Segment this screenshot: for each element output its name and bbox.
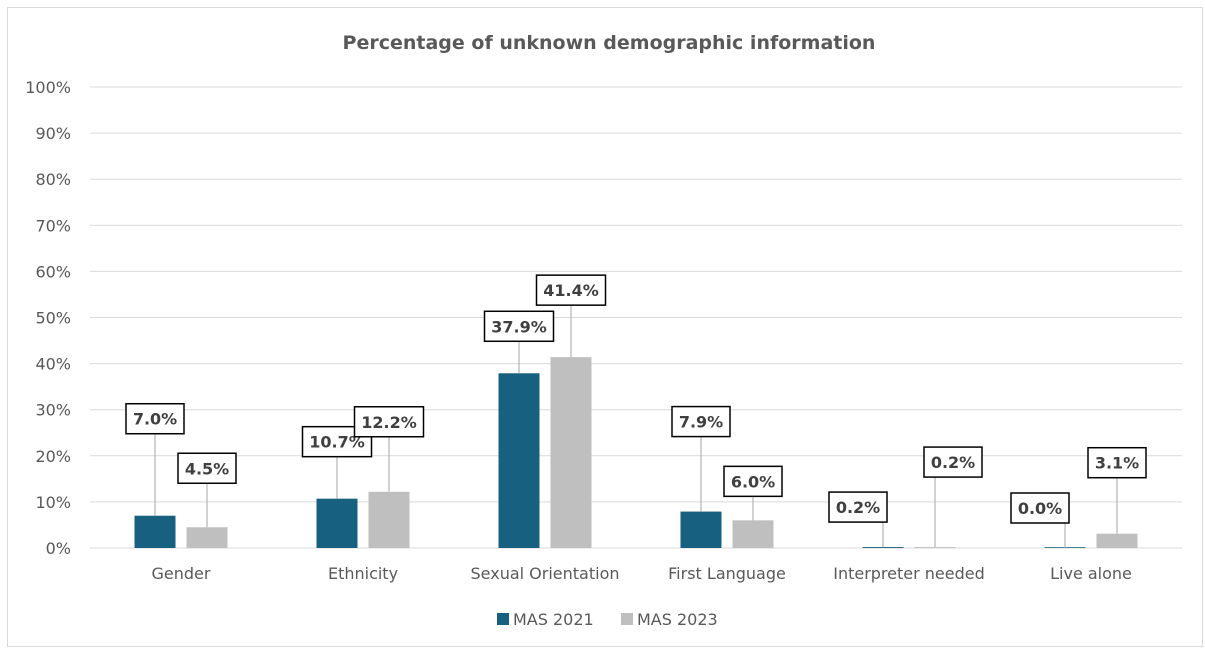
data-label-box xyxy=(723,465,783,498)
legend: MAS 2021 MAS 2023 xyxy=(497,610,718,629)
y-tick-label: 90% xyxy=(35,124,71,143)
bar xyxy=(680,511,722,548)
grid-layer xyxy=(90,86,1182,549)
data-label: 12.2% xyxy=(361,413,417,432)
y-axis-ticks: 0% 10% 20% 30% 40% 50% 60% 70% 80% 90% 100% xyxy=(25,78,71,558)
y-tick-label: 30% xyxy=(35,401,71,420)
x-category-label: Ethnicity xyxy=(328,564,398,583)
x-category-label: First Language xyxy=(668,564,786,583)
y-tick-label: 10% xyxy=(35,493,71,512)
data-label-box xyxy=(483,310,555,343)
bar xyxy=(732,520,774,548)
data-label: 37.9% xyxy=(491,317,547,336)
data-label: 41.4% xyxy=(543,281,599,300)
y-tick-label: 80% xyxy=(35,170,71,189)
chart-title: Percentage of unknown demographic inform… xyxy=(343,32,876,54)
data-label: 3.1% xyxy=(1095,454,1139,473)
y-tick-label: 20% xyxy=(35,447,71,466)
data-label-box xyxy=(1087,446,1147,479)
data-label-box xyxy=(353,406,425,438)
data-label-box xyxy=(923,446,983,478)
x-category-label: Interpreter needed xyxy=(833,564,985,583)
data-label: 7.0% xyxy=(133,410,177,429)
x-category-label: Sexual Orientation xyxy=(471,564,620,583)
data-label-box xyxy=(177,452,237,485)
data-label: 10.7% xyxy=(309,433,365,452)
bar xyxy=(368,491,410,548)
bars-layer: 7.0% 4.5% 10.7%12.2% 37.9% 41.4% 7.9% 6.0% 0.2%… xyxy=(125,274,1147,548)
x-axis-categories: Gender Ethnicity Sexual Orientation First L… xyxy=(152,564,1132,583)
bar xyxy=(862,547,904,548)
data-label: 6.0% xyxy=(731,472,775,491)
bar xyxy=(550,357,592,548)
data-label: 0.2% xyxy=(931,453,975,472)
legend-label: MAS 2021 xyxy=(513,610,594,629)
data-label-box xyxy=(125,402,185,435)
y-tick-label: 100% xyxy=(25,78,71,97)
bar xyxy=(1096,533,1138,548)
bar xyxy=(316,498,358,548)
bar xyxy=(186,527,228,548)
data-label-box xyxy=(671,405,731,438)
y-tick-label: 0% xyxy=(46,539,71,558)
x-category-label: Live alone xyxy=(1050,564,1132,583)
y-tick-label: 40% xyxy=(35,355,71,374)
y-tick-label: 60% xyxy=(35,262,71,281)
x-category-label: Gender xyxy=(152,564,211,583)
legend-swatch xyxy=(621,613,633,625)
data-label: 4.5% xyxy=(185,459,229,478)
bar xyxy=(498,373,540,548)
y-tick-label: 50% xyxy=(35,309,71,328)
data-label: 7.9% xyxy=(679,413,723,432)
y-tick-label: 70% xyxy=(35,216,71,235)
bar xyxy=(134,515,176,548)
data-label-box xyxy=(1010,492,1070,524)
data-label: 0.2% xyxy=(836,498,880,517)
data-label: 0.0% xyxy=(1018,499,1062,518)
legend-label: MAS 2023 xyxy=(637,610,718,629)
data-label-box xyxy=(828,491,888,523)
data-label-box xyxy=(535,274,607,306)
bar xyxy=(914,547,956,548)
legend-swatch xyxy=(497,613,509,625)
